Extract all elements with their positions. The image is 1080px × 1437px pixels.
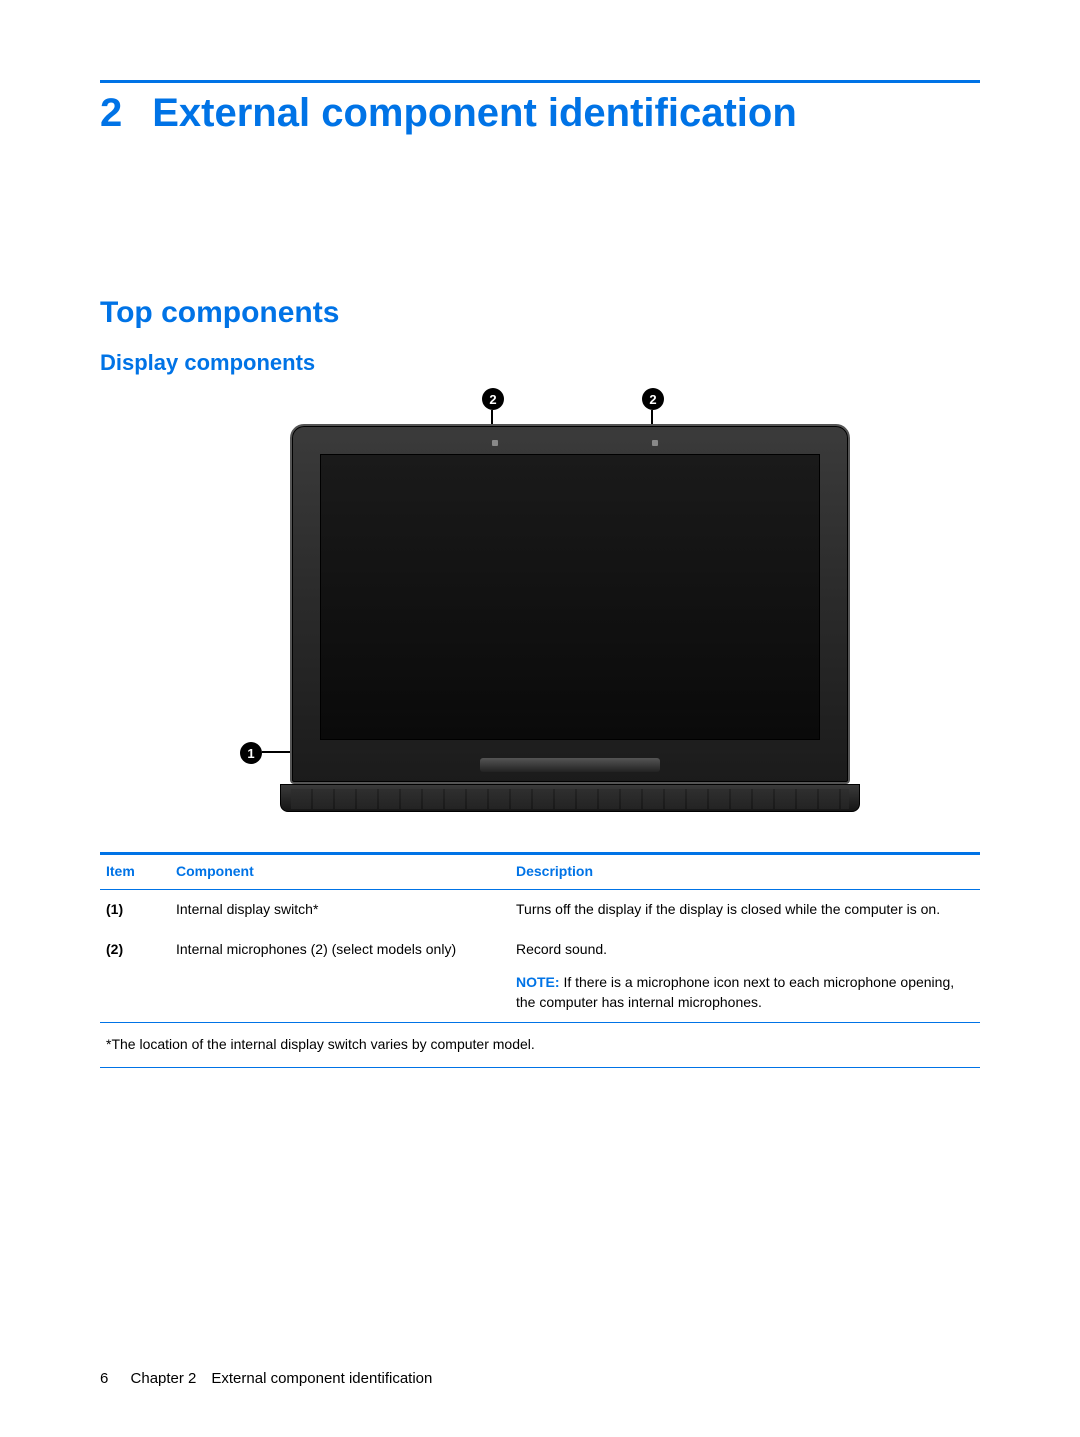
subsection-heading: Display components [100,350,980,376]
col-header-item: Item [100,854,170,890]
table-footnote-row: *The location of the internal display sw… [100,1023,980,1068]
laptop-screen [320,454,820,740]
callout-badge-1: 1 [240,742,262,764]
cell-item: (2) [100,930,170,970]
page: 2 External component identification Top … [0,0,1080,1437]
microphone-icon [652,440,658,446]
table-row: (1) Internal display switch* Turns off t… [100,890,980,930]
chapter-number: 2 [100,91,122,136]
callout-line-icon [651,410,653,424]
callout-label: 1 [247,746,254,761]
laptop-base [280,784,860,812]
diagram-container: 2 2 1 [100,388,980,818]
col-header-component: Component [170,854,510,890]
components-table: Item Component Description (1) Internal … [100,852,980,1068]
table-header-row: Item Component Description [100,854,980,890]
table-row: (2) Internal microphones (2) (select mod… [100,930,980,970]
top-rule [100,80,980,83]
note-cell: NOTE: If there is a microphone icon next… [510,969,980,1023]
cell-item: (1) [100,890,170,930]
callout-label: 2 [649,392,656,407]
note-text: If there is a microphone icon next to ea… [516,974,954,1010]
section-heading: Top components [100,296,980,330]
callout-line-icon [262,751,290,753]
callout-badge-2-right: 2 [642,388,664,410]
laptop-hinge [480,758,660,772]
page-footer: 6 Chapter 2 External component identific… [100,1370,432,1387]
callout-badge-2-left: 2 [482,388,504,410]
laptop-diagram: 2 2 1 [210,388,870,818]
cell-description: Turns off the display if the display is … [510,890,980,930]
page-number: 6 [100,1370,108,1387]
laptop-lid [290,424,850,784]
note-label: NOTE: [516,974,560,990]
footer-chapter-ref: Chapter 2 External component identificat… [131,1370,433,1387]
footnote-text: *The location of the internal display sw… [100,1023,980,1068]
microphone-icon [492,440,498,446]
cell-component: Internal microphones (2) (select models … [170,930,510,970]
keyboard-icon [291,789,849,809]
callout-line-icon [491,410,493,424]
laptop-illustration [290,424,850,812]
chapter-title: External component identification [152,91,797,136]
cell-description: Record sound. [510,930,980,970]
cell-component: Internal display switch* [170,890,510,930]
col-header-description: Description [510,854,980,890]
table-note-row: NOTE: If there is a microphone icon next… [100,969,980,1023]
chapter-heading: 2 External component identification [100,91,980,136]
callout-label: 2 [489,392,496,407]
